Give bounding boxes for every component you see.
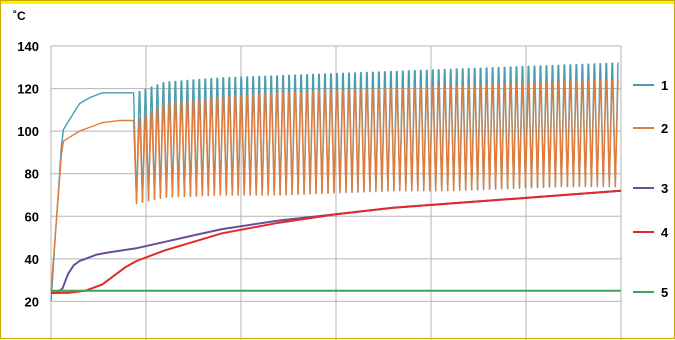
top-stripe [1, 1, 674, 4]
y-tick-label: 80 [25, 167, 39, 182]
legend-label-3: 3 [661, 181, 668, 196]
legend-label-4: 4 [661, 225, 669, 240]
y-axis-unit: ˚C [13, 9, 26, 23]
y-tick-label: 120 [17, 82, 39, 97]
legend-label-2: 2 [661, 121, 668, 136]
legend-label-5: 5 [661, 285, 668, 300]
legend-label-1: 1 [661, 78, 668, 93]
y-tick-label: 40 [25, 252, 39, 267]
y-tick-label: 20 [25, 294, 39, 309]
y-tick-label: 140 [17, 39, 39, 54]
series-line-4 [51, 189, 622, 294]
y-tick-label: 60 [25, 209, 39, 224]
series-line-2 [50, 79, 619, 291]
y-tick-label: 100 [17, 124, 39, 139]
